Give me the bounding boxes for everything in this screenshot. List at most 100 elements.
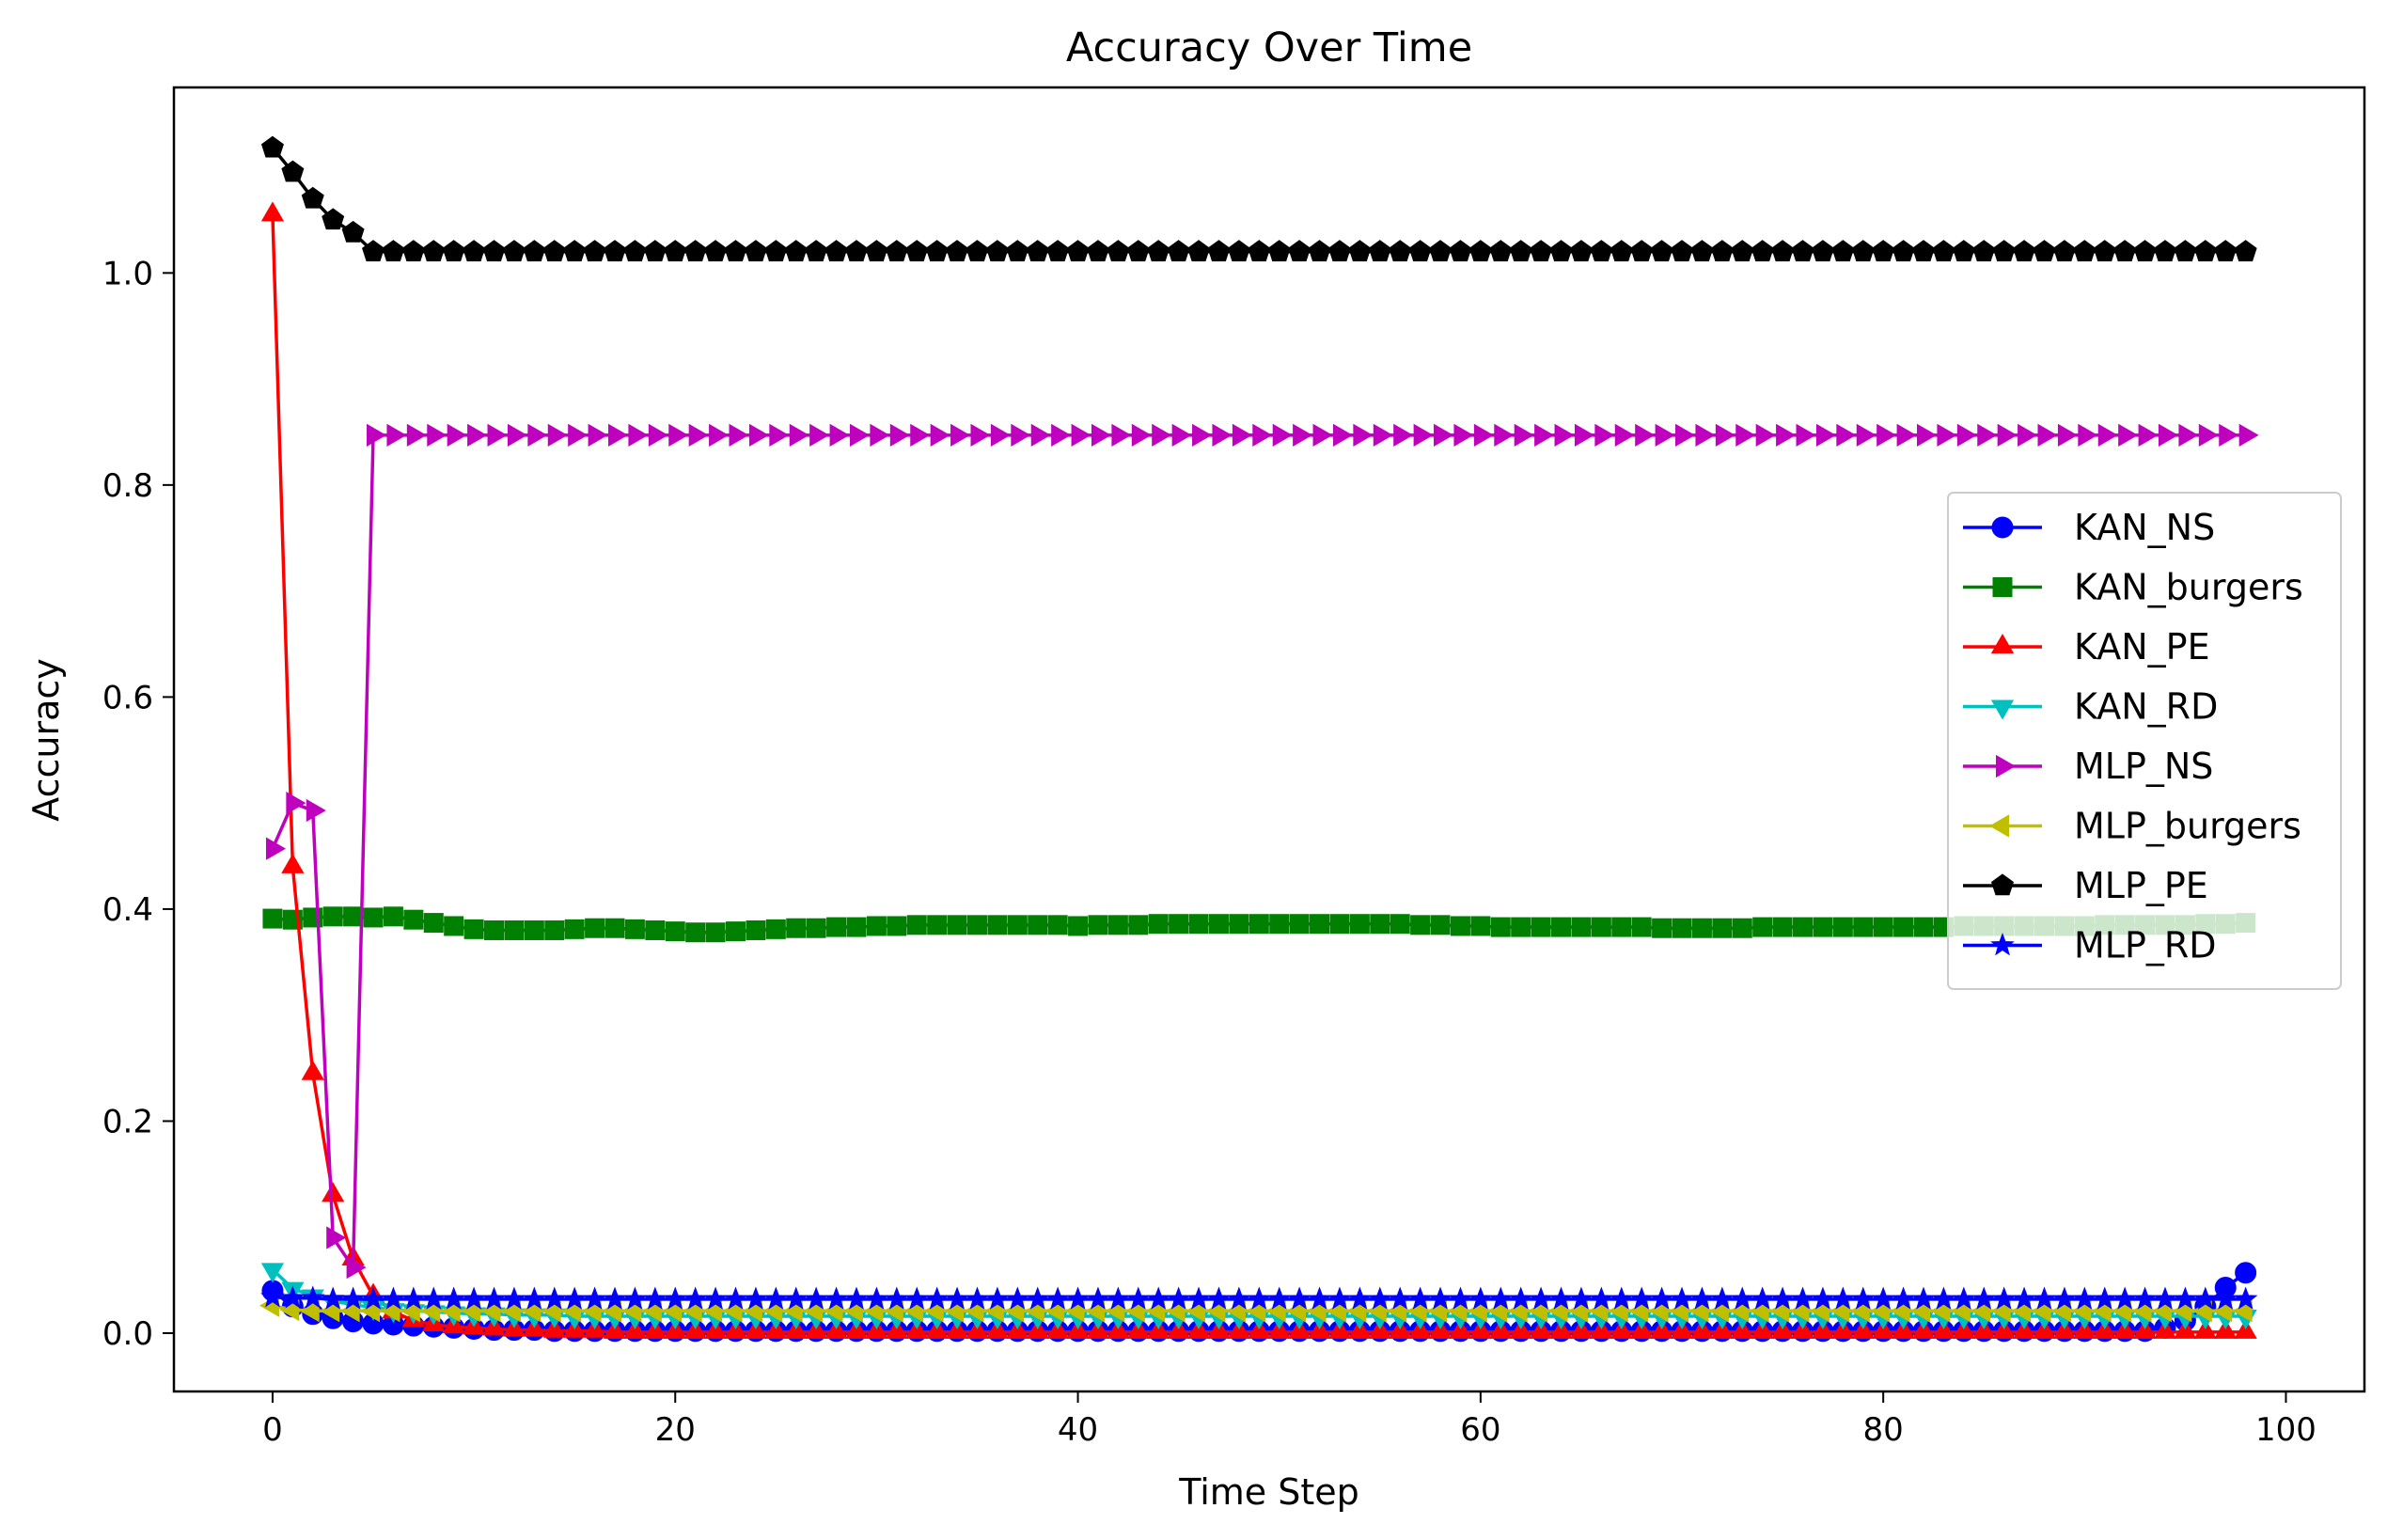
data-point (1650, 240, 1673, 261)
data-point (300, 1285, 325, 1309)
data-point (1893, 917, 1914, 937)
data-point (1971, 1286, 1997, 1310)
data-point (1192, 423, 1213, 447)
data-point (1329, 914, 1350, 935)
data-point (1791, 240, 1814, 261)
data-point (1652, 918, 1672, 938)
data-point (1389, 240, 1412, 261)
data-point (870, 423, 890, 447)
data-point (1066, 240, 1090, 261)
data-point (1229, 914, 1249, 935)
data-point (1917, 423, 1938, 447)
data-point (2153, 240, 2176, 261)
data-point (542, 1286, 567, 1310)
data-point (885, 240, 908, 261)
data-point (1146, 1286, 1171, 1310)
data-point (1494, 423, 1515, 447)
data-point (1891, 1286, 1916, 1310)
data-point (1287, 1286, 1311, 1310)
data-point (1991, 1286, 2017, 1310)
data-point (744, 240, 767, 261)
data-point (2173, 1286, 2198, 1310)
data-point (447, 423, 467, 447)
data-point (1091, 423, 1111, 447)
data-point (262, 908, 283, 929)
data-point (1594, 423, 1615, 447)
data-point (668, 423, 689, 447)
data-point (1488, 1286, 1514, 1310)
data-point (321, 1286, 345, 1310)
data-series (259, 135, 2259, 1343)
data-point (1530, 240, 1553, 261)
data-point (1892, 240, 1915, 261)
data-point (583, 240, 606, 261)
data-point (1813, 917, 1833, 937)
data-point (1047, 915, 1068, 935)
data-point (769, 423, 790, 447)
legend-item: KAN_RD (1963, 686, 2218, 728)
data-point (1571, 917, 1592, 937)
data-point (1408, 240, 1432, 261)
data-point (1227, 1286, 1251, 1310)
data-point (1590, 240, 1613, 261)
data-point (299, 1299, 320, 1323)
data-point (386, 423, 407, 447)
data-point (947, 915, 967, 935)
data-point (1675, 423, 1696, 447)
x-axis-label: Time Step (1178, 1471, 1359, 1513)
data-point (2133, 240, 2157, 261)
data-point (704, 240, 728, 261)
data-point (824, 1286, 849, 1310)
data-point (824, 240, 848, 261)
data-point (2193, 240, 2217, 261)
legend-label: MLP_PE (2074, 865, 2208, 906)
data-point (421, 1286, 447, 1310)
data-point (1856, 423, 1877, 447)
data-point (2174, 240, 2197, 261)
data-point (1811, 240, 1834, 261)
data-point (2078, 423, 2098, 447)
legend-marker (1991, 516, 2014, 539)
data-point (2233, 1286, 2258, 1310)
data-point (1410, 915, 1431, 935)
data-point (2213, 1286, 2238, 1310)
data-point (441, 1286, 466, 1310)
data-point (683, 1286, 708, 1310)
data-point (1252, 423, 1273, 447)
data-point (846, 917, 867, 937)
data-point (1390, 914, 1410, 935)
legend-label: KAN_NS (2074, 507, 2215, 548)
legend-marker (1990, 933, 2015, 956)
data-point (2112, 1286, 2137, 1310)
data-point (2153, 1286, 2177, 1310)
data-point (1811, 1286, 1835, 1310)
data-point (1413, 423, 1434, 447)
data-point (361, 1286, 385, 1310)
data-point (1631, 917, 1652, 937)
data-point (844, 240, 868, 261)
data-point (1169, 914, 1189, 935)
data-point (645, 919, 666, 940)
data-point (723, 1286, 748, 1310)
data-point (990, 423, 1011, 447)
data-point (1349, 914, 1370, 935)
data-point (2235, 1262, 2257, 1284)
data-point (504, 919, 525, 940)
data-point (1247, 1286, 1272, 1310)
data-point (1511, 917, 1531, 937)
data-point (849, 423, 870, 447)
data-point (1690, 240, 1714, 261)
data-point (725, 921, 746, 942)
data-point (763, 1286, 789, 1310)
data-point (1007, 915, 1028, 935)
y-tick-label: 0.2 (102, 1103, 153, 1140)
data-point (608, 423, 629, 447)
data-point (1470, 916, 1491, 936)
data-point (1793, 917, 1814, 937)
legend-label: KAN_RD (2074, 686, 2218, 728)
data-point (1368, 240, 1391, 261)
data-point (1248, 914, 1269, 935)
data-point (746, 919, 766, 940)
legend-marker (1996, 754, 2016, 778)
